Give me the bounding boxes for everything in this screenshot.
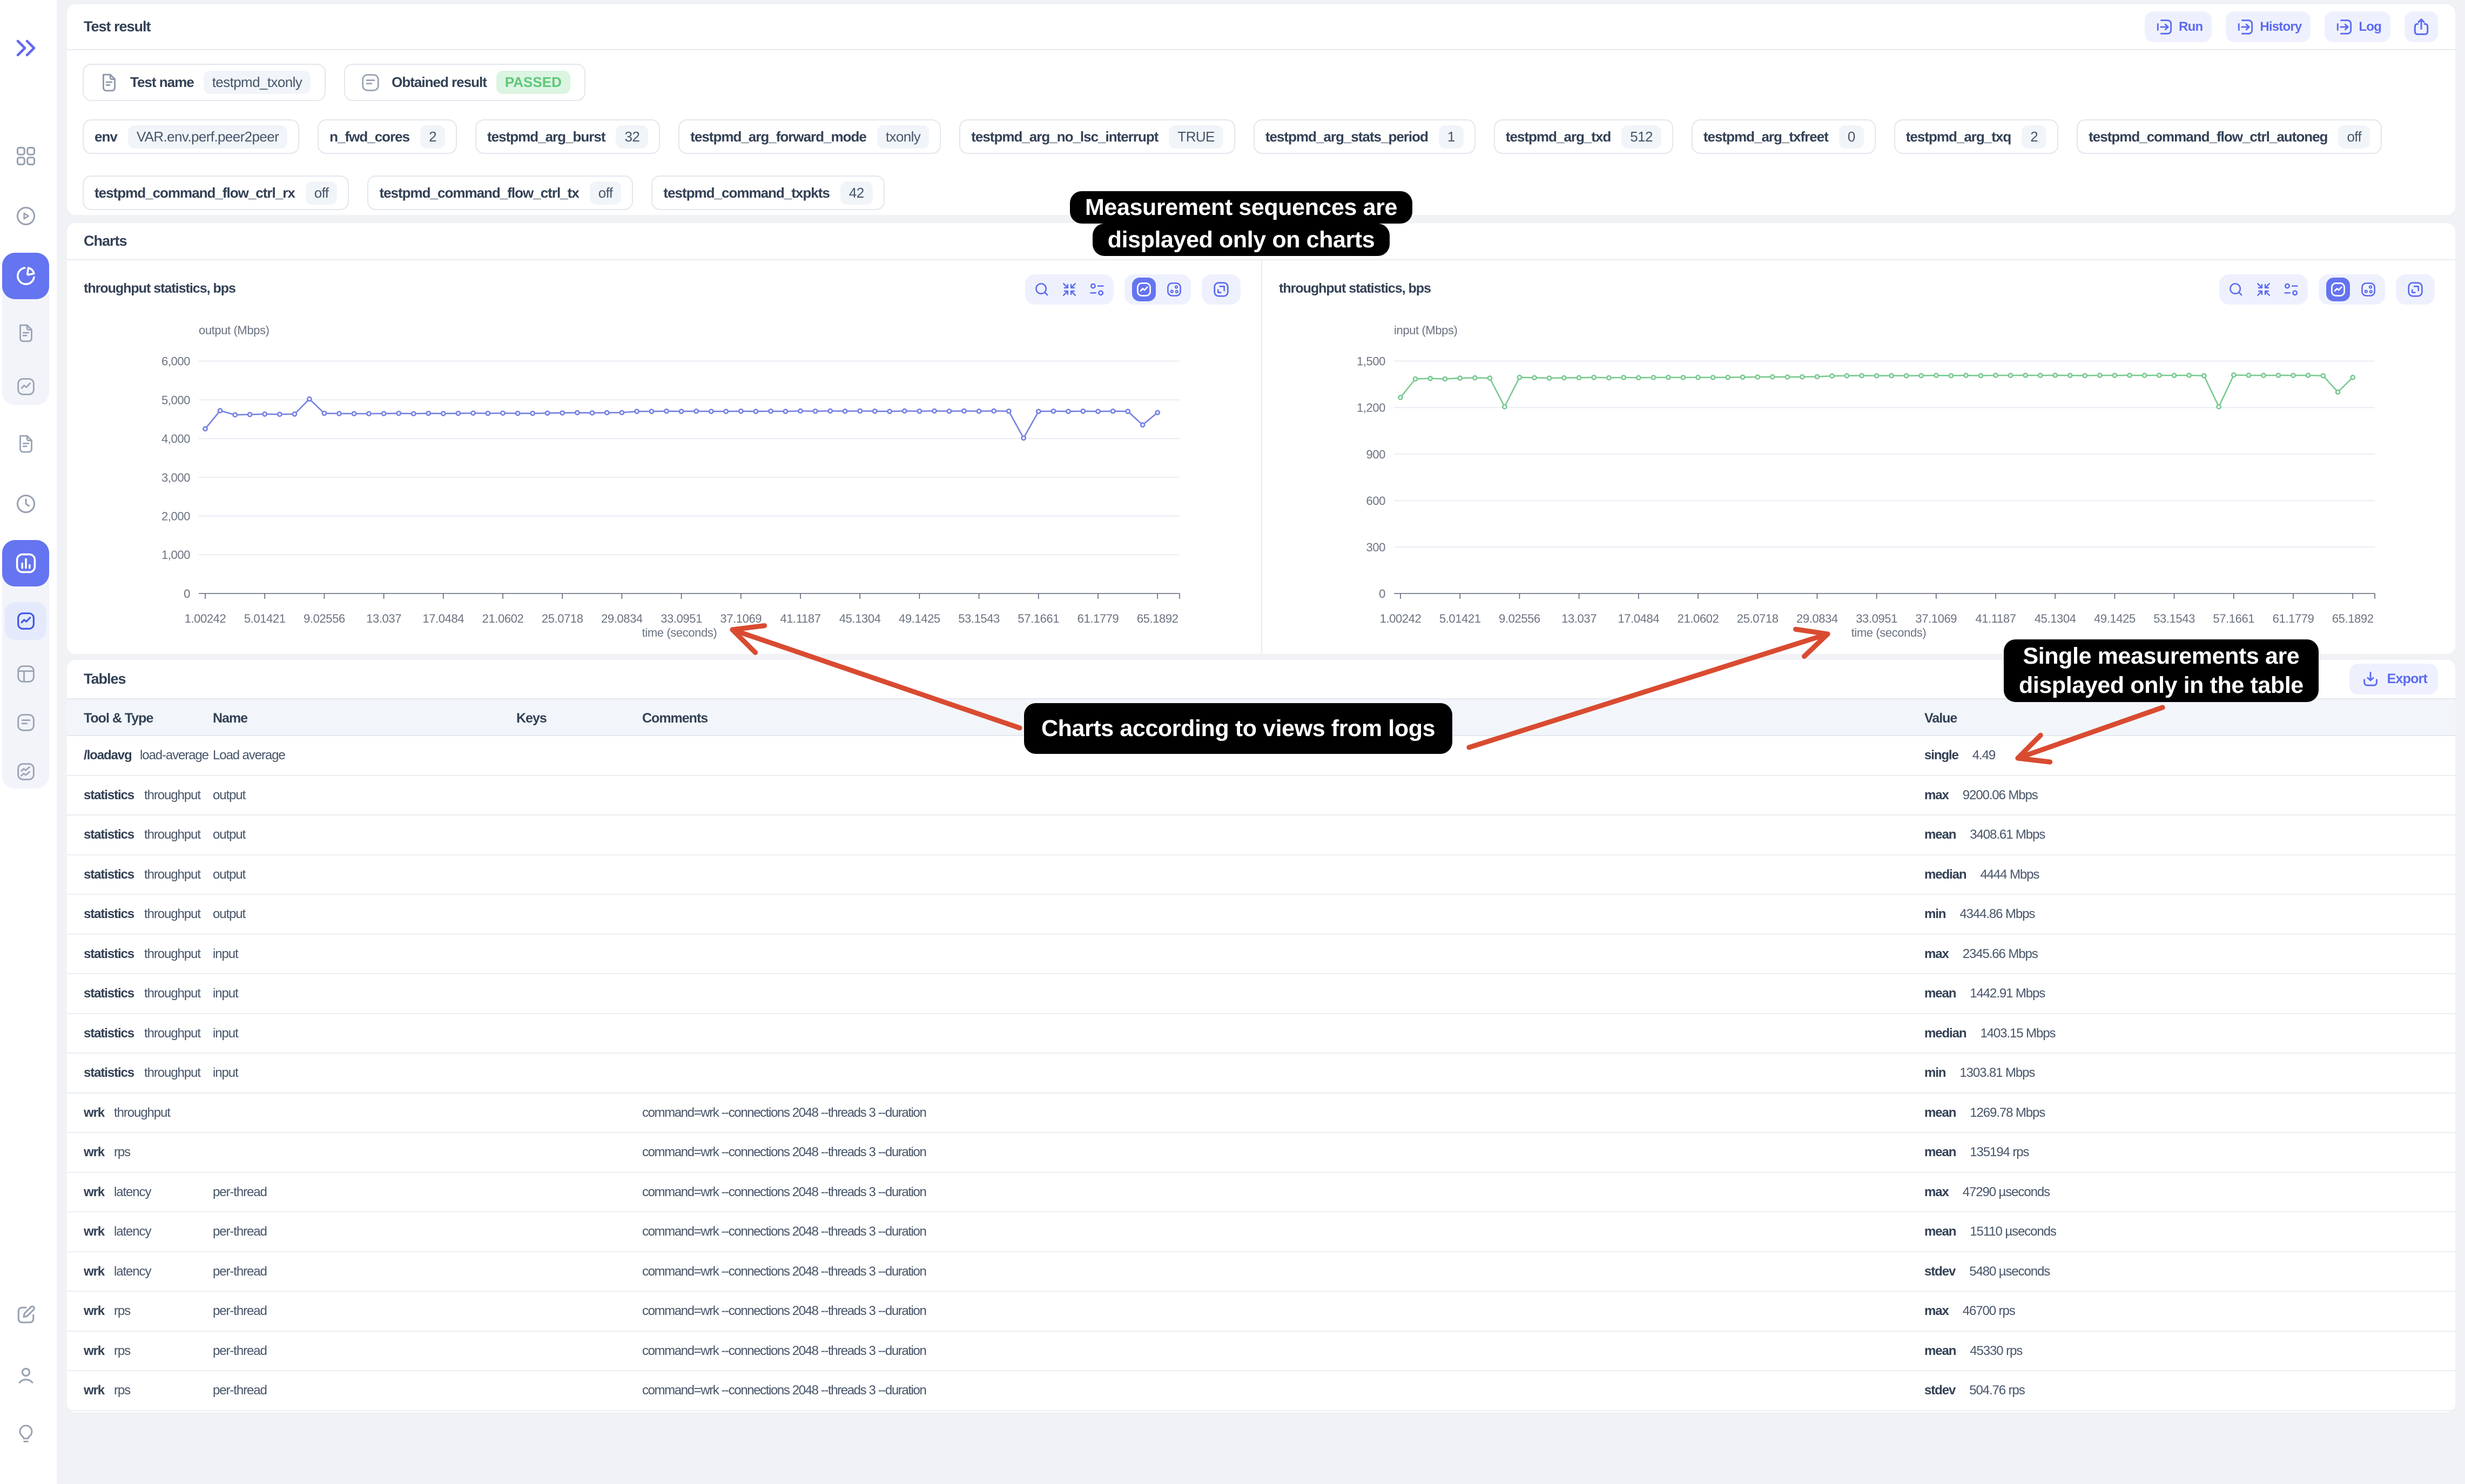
svg-text:37.1069: 37.1069: [1915, 612, 1957, 625]
svg-text:6,000: 6,000: [161, 355, 190, 368]
svg-text:300: 300: [1366, 541, 1385, 554]
svg-text:9.02556: 9.02556: [1499, 612, 1540, 625]
svg-text:time (seconds): time (seconds): [1851, 626, 1927, 639]
svg-text:21.0602: 21.0602: [1678, 612, 1719, 625]
svg-text:input (Mbps): input (Mbps): [1394, 323, 1457, 337]
svg-text:29.0834: 29.0834: [601, 612, 643, 625]
svg-text:21.0602: 21.0602: [482, 612, 524, 625]
svg-text:57.1661: 57.1661: [1018, 612, 1059, 625]
svg-text:29.0834: 29.0834: [1796, 612, 1838, 625]
svg-text:33.0951: 33.0951: [661, 612, 702, 625]
svg-text:2,000: 2,000: [161, 510, 190, 523]
svg-text:3,000: 3,000: [161, 471, 190, 484]
svg-text:61.1779: 61.1779: [2273, 612, 2314, 625]
svg-text:61.1779: 61.1779: [1077, 612, 1119, 625]
svg-text:1,200: 1,200: [1357, 401, 1385, 415]
svg-text:1,000: 1,000: [161, 548, 190, 562]
svg-text:57.1661: 57.1661: [2213, 612, 2254, 625]
svg-text:41.1187: 41.1187: [1975, 612, 2016, 625]
svg-text:0: 0: [184, 587, 190, 601]
svg-text:53.1543: 53.1543: [958, 612, 1000, 625]
svg-text:4,000: 4,000: [161, 432, 190, 446]
svg-text:25.0718: 25.0718: [1737, 612, 1779, 625]
svg-text:49.1425: 49.1425: [899, 612, 940, 625]
svg-text:1.00242: 1.00242: [185, 612, 226, 625]
svg-text:1,500: 1,500: [1357, 355, 1385, 368]
svg-text:49.1425: 49.1425: [2094, 612, 2136, 625]
svg-text:25.0718: 25.0718: [542, 612, 583, 625]
svg-text:time (seconds): time (seconds): [642, 626, 717, 639]
svg-text:900: 900: [1366, 448, 1385, 461]
svg-text:65.1892: 65.1892: [2332, 612, 2374, 625]
svg-text:1.00242: 1.00242: [1380, 612, 1422, 625]
svg-text:9.02556: 9.02556: [304, 612, 345, 625]
svg-text:13.037: 13.037: [366, 612, 401, 625]
svg-text:600: 600: [1366, 494, 1385, 508]
svg-text:37.1069: 37.1069: [720, 612, 762, 625]
svg-text:0: 0: [1379, 587, 1385, 601]
svg-text:65.1892: 65.1892: [1137, 612, 1178, 625]
svg-text:output (Mbps): output (Mbps): [199, 323, 270, 337]
svg-text:5.01421: 5.01421: [244, 612, 286, 625]
svg-text:33.0951: 33.0951: [1856, 612, 1897, 625]
svg-text:13.037: 13.037: [1561, 612, 1597, 625]
svg-text:45.1304: 45.1304: [839, 612, 881, 625]
svg-text:5.01421: 5.01421: [1439, 612, 1481, 625]
svg-text:41.1187: 41.1187: [780, 612, 820, 625]
svg-text:45.1304: 45.1304: [2035, 612, 2076, 625]
svg-text:5,000: 5,000: [161, 393, 190, 407]
svg-text:17.0484: 17.0484: [422, 612, 464, 625]
svg-text:17.0484: 17.0484: [1618, 612, 1659, 625]
svg-text:53.1543: 53.1543: [2153, 612, 2195, 625]
